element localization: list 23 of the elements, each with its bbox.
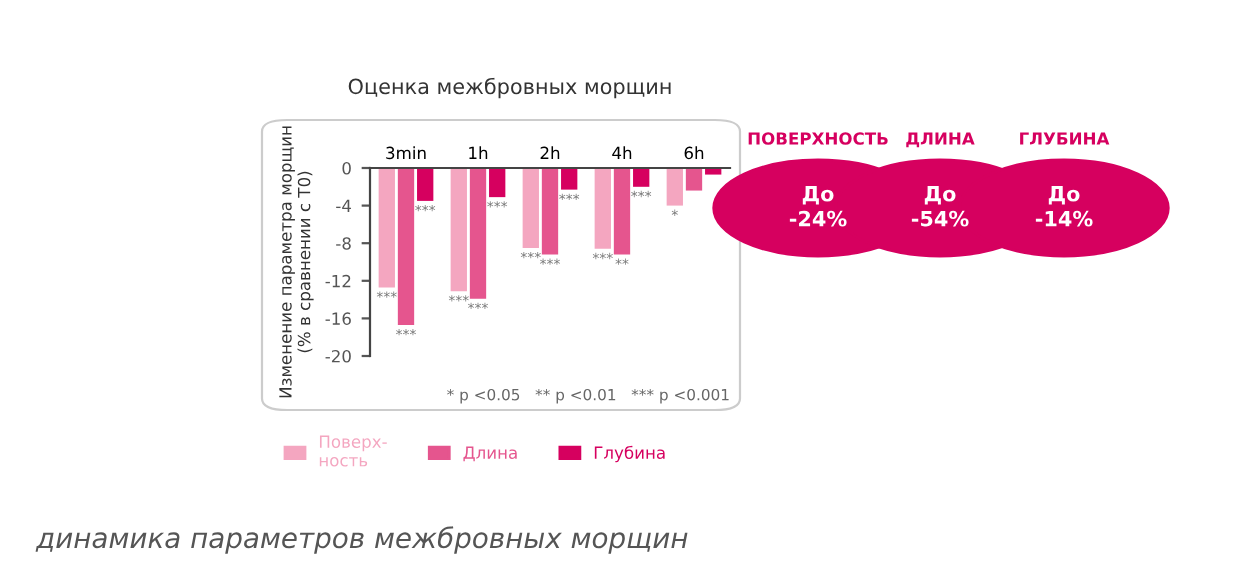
x-tick-label: 6h xyxy=(684,146,704,160)
x-tick-label: 3min xyxy=(386,146,426,160)
y-tick-label: -4 xyxy=(336,199,352,212)
y-axis-title: Изменение параметра морщин (% в сравнении с T0) xyxy=(279,126,314,398)
x-tick-label: 1h xyxy=(469,146,488,159)
y-tick-label: -16 xyxy=(325,312,351,325)
y-tick-label: -12 xyxy=(325,274,351,288)
text: До -24% xyxy=(789,186,847,227)
y-tick-label: -20 xyxy=(325,349,351,363)
text: ПОВЕРХНОСТЬ xyxy=(748,132,888,145)
chart-title: Оценка межбровных морщин xyxy=(348,77,671,99)
text: До -14% xyxy=(1035,186,1093,227)
text: ГЛУБИНА xyxy=(1020,132,1110,145)
y-tick-label: -8 xyxy=(336,237,351,250)
x-tick-label: 2h xyxy=(540,146,560,159)
legend-label: Поверх- ность xyxy=(319,435,387,467)
y-tick-label: 0 xyxy=(342,161,351,175)
x-tick-label: 4h xyxy=(612,146,632,159)
legend-label: Длина xyxy=(463,446,517,462)
text: До -54% xyxy=(911,186,969,227)
text: динамика параметров межбровных морщин xyxy=(35,526,688,554)
text: ДЛИНА xyxy=(906,132,975,148)
legend-label: Глубина xyxy=(594,445,665,463)
